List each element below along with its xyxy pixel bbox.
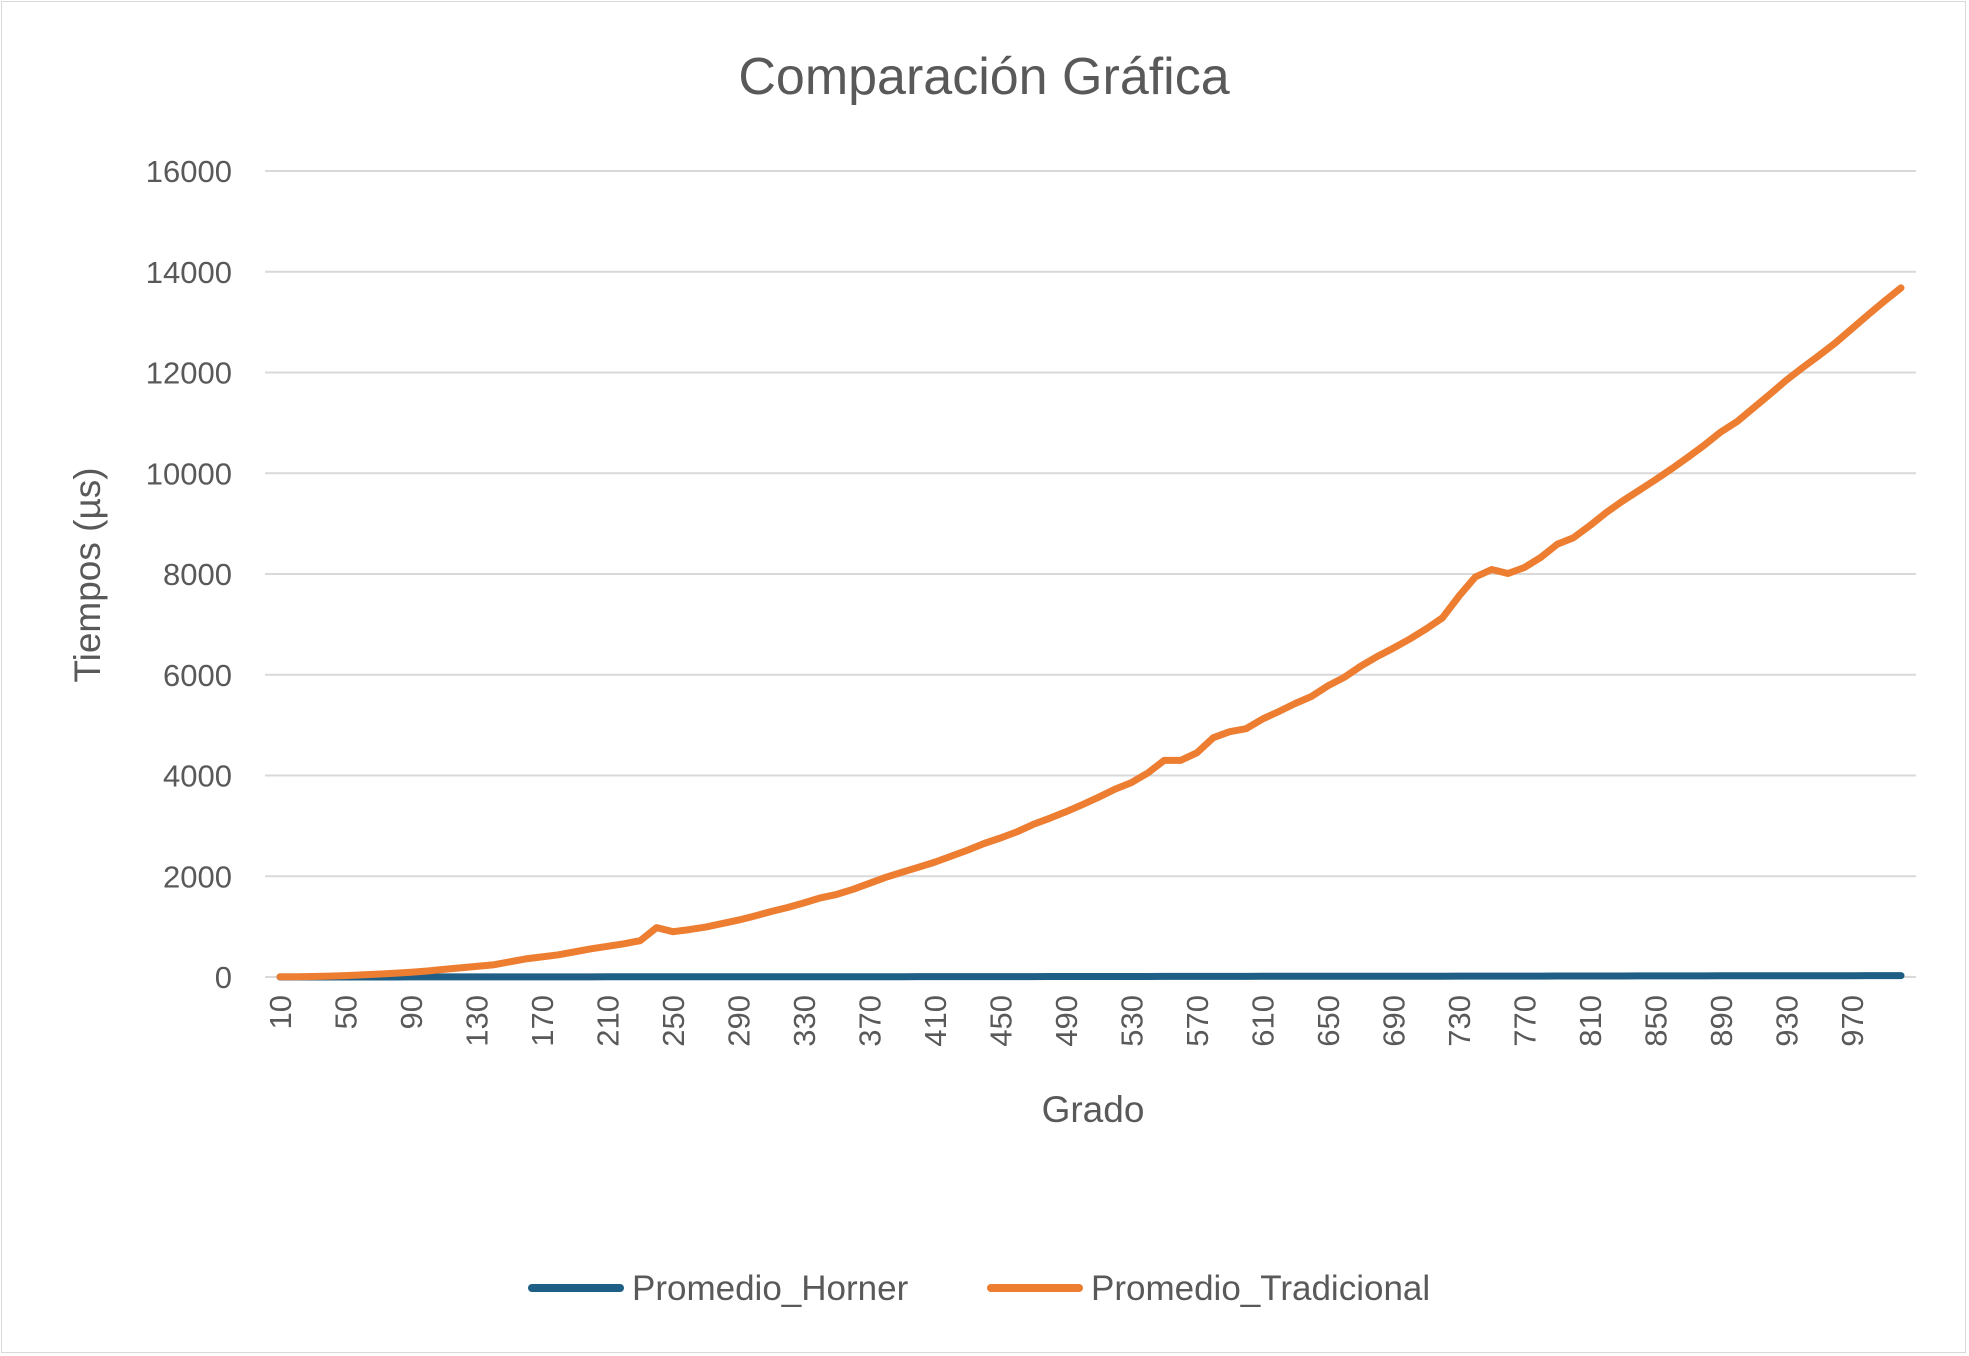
y-tick-label: 6000 bbox=[163, 658, 232, 693]
x-tick-label: 50 bbox=[328, 995, 363, 1029]
x-tick-label: 370 bbox=[852, 995, 887, 1047]
legend-item-promedio-horner: Promedio_Horner bbox=[528, 1269, 909, 1308]
x-tick-label: 530 bbox=[1114, 995, 1149, 1047]
x-tick-label: 490 bbox=[1049, 995, 1084, 1047]
y-tick-label: 8000 bbox=[163, 557, 232, 592]
y-tick-label: 14000 bbox=[146, 255, 232, 290]
y-tick-label: 16000 bbox=[146, 154, 232, 189]
y-tick-label: 2000 bbox=[163, 859, 232, 894]
x-tick-label: 570 bbox=[1180, 995, 1215, 1047]
chart-title: Comparación Gráfica bbox=[738, 48, 1229, 106]
x-tick-label: 930 bbox=[1769, 995, 1804, 1047]
y-tick-label: 10000 bbox=[146, 456, 232, 491]
legend: Promedio_Horner Promedio_Tradicional bbox=[528, 1269, 1430, 1308]
x-tick-label: 410 bbox=[918, 995, 953, 1047]
x-tick-label: 730 bbox=[1442, 995, 1477, 1047]
series-line-promedio-tradicional bbox=[276, 284, 1905, 981]
y-axis-ticks: 0 2000 4000 6000 8000 10000 12000 14000 16000 bbox=[146, 154, 232, 995]
x-tick-label: 650 bbox=[1311, 995, 1346, 1047]
y-tick-label: 12000 bbox=[146, 356, 232, 391]
series-line-promedio-horner bbox=[276, 972, 1905, 981]
x-tick-label: 130 bbox=[459, 995, 494, 1047]
x-tick-label: 450 bbox=[983, 995, 1018, 1047]
series-lines bbox=[276, 284, 1905, 981]
legend-label: Promedio_Horner bbox=[632, 1269, 909, 1308]
x-tick-label: 610 bbox=[1245, 995, 1280, 1047]
y-axis-label: Tiempos (µs) bbox=[67, 467, 108, 682]
x-tick-label: 290 bbox=[721, 995, 756, 1047]
x-tick-label: 690 bbox=[1376, 995, 1411, 1047]
x-tick-label: 770 bbox=[1507, 995, 1542, 1047]
x-axis-label: Grado bbox=[1042, 1089, 1145, 1130]
x-tick-label: 250 bbox=[656, 995, 691, 1047]
x-tick-label: 810 bbox=[1573, 995, 1608, 1047]
legend-item-promedio-tradicional: Promedio_Tradicional bbox=[987, 1269, 1430, 1308]
x-tick-label: 970 bbox=[1835, 995, 1870, 1047]
x-tick-label: 850 bbox=[1638, 995, 1673, 1047]
x-tick-label: 90 bbox=[394, 995, 429, 1029]
x-axis-ticks: 10 50 90 130 170 210 250 290 330 370 410 450 490 530 5… bbox=[263, 995, 1870, 1047]
x-tick-label: 210 bbox=[590, 995, 625, 1047]
gridlines bbox=[265, 170, 1916, 978]
x-tick-label: 330 bbox=[787, 995, 822, 1047]
x-tick-label: 170 bbox=[525, 995, 560, 1047]
y-tick-label: 4000 bbox=[163, 759, 232, 794]
x-tick-label: 10 bbox=[263, 995, 298, 1029]
y-tick-label: 0 bbox=[215, 960, 232, 995]
x-tick-label: 890 bbox=[1704, 995, 1739, 1047]
legend-label: Promedio_Tradicional bbox=[1091, 1269, 1430, 1308]
